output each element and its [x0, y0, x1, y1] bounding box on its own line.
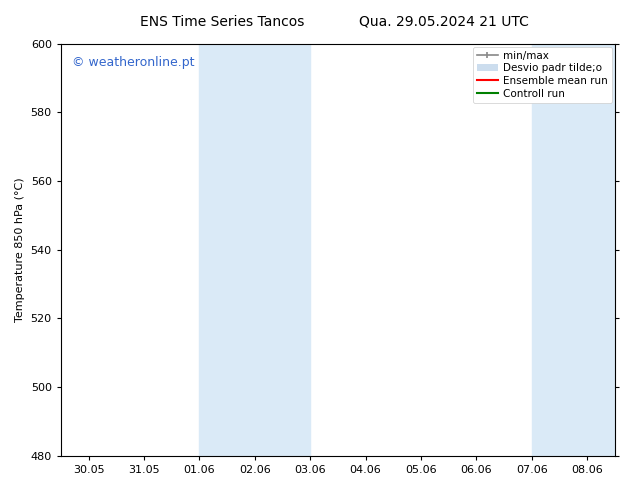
Text: Qua. 29.05.2024 21 UTC: Qua. 29.05.2024 21 UTC [359, 15, 529, 29]
Text: ENS Time Series Tancos: ENS Time Series Tancos [139, 15, 304, 29]
Text: © weatheronline.pt: © weatheronline.pt [72, 56, 195, 69]
Bar [199, 44, 310, 456]
Legend: min/max, Desvio padr tilde;o, Ensemble mean run, Controll run: min/max, Desvio padr tilde;o, Ensemble m… [472, 47, 612, 103]
Bar [532, 44, 615, 456]
Y-axis label: Temperature 850 hPa (°C): Temperature 850 hPa (°C) [15, 177, 25, 322]
